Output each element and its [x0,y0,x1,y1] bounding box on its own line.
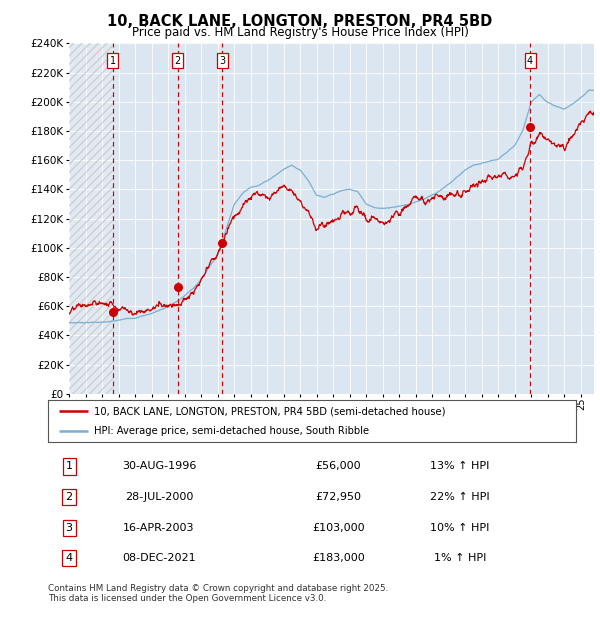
Text: 08-DEC-2021: 08-DEC-2021 [122,554,196,564]
Text: £72,950: £72,950 [316,492,361,502]
Text: 4: 4 [65,554,73,564]
Text: £103,000: £103,000 [312,523,365,533]
Text: 10, BACK LANE, LONGTON, PRESTON, PR4 5BD: 10, BACK LANE, LONGTON, PRESTON, PR4 5BD [107,14,493,29]
Text: 2: 2 [65,492,73,502]
Text: 30-AUG-1996: 30-AUG-1996 [122,461,196,471]
Text: Contains HM Land Registry data © Crown copyright and database right 2025.
This d: Contains HM Land Registry data © Crown c… [48,584,388,603]
Text: 1: 1 [110,56,116,66]
Text: 2: 2 [175,56,181,66]
Bar [69,43,113,394]
Text: 10, BACK LANE, LONGTON, PRESTON, PR4 5BD (semi-detached house): 10, BACK LANE, LONGTON, PRESTON, PR4 5BD… [94,406,446,416]
Text: 22% ↑ HPI: 22% ↑ HPI [430,492,490,502]
Text: 10% ↑ HPI: 10% ↑ HPI [430,523,490,533]
Text: 13% ↑ HPI: 13% ↑ HPI [430,461,490,471]
Text: 28-JUL-2000: 28-JUL-2000 [125,492,193,502]
Text: 1% ↑ HPI: 1% ↑ HPI [434,554,486,564]
Text: £56,000: £56,000 [316,461,361,471]
Text: HPI: Average price, semi-detached house, South Ribble: HPI: Average price, semi-detached house,… [94,426,370,436]
Text: Price paid vs. HM Land Registry's House Price Index (HPI): Price paid vs. HM Land Registry's House … [131,26,469,39]
Text: 1: 1 [65,461,73,471]
Text: 4: 4 [527,56,533,66]
Text: £183,000: £183,000 [312,554,365,564]
Text: 16-APR-2003: 16-APR-2003 [123,523,194,533]
Text: 3: 3 [65,523,73,533]
Text: 3: 3 [220,56,226,66]
